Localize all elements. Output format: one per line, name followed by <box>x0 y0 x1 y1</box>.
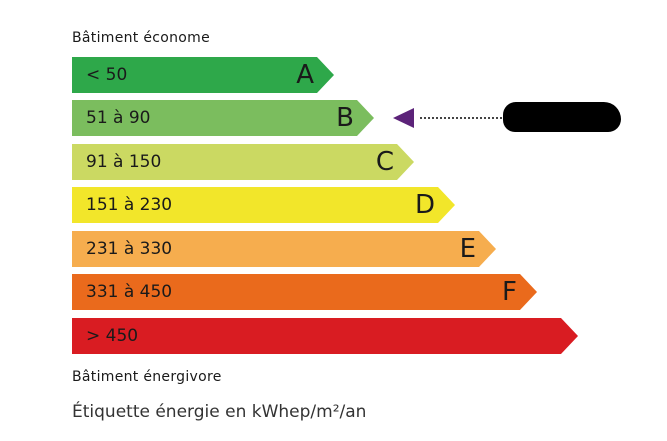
redacted-value <box>503 102 621 132</box>
rating-marker-arrow-icon <box>393 108 414 128</box>
class-letter: C <box>375 147 394 177</box>
marker-dotted-line <box>420 117 502 119</box>
energy-class-f: 331 à 450 F <box>72 274 537 310</box>
class-letter: D <box>414 190 435 220</box>
energy-class-b: 51 à 90 B <box>72 100 374 136</box>
class-letter: A <box>296 60 314 90</box>
energy-class-d: 151 à 230 D <box>72 187 455 223</box>
class-range: 151 à 230 <box>86 195 173 215</box>
class-range: 331 à 450 <box>86 282 173 302</box>
class-letter: E <box>459 234 476 264</box>
label-caption: Étiquette énergie en kWhep/m²/an <box>72 402 367 422</box>
energy-class-g: > 450G <box>72 318 578 354</box>
class-range: < 50 <box>86 65 128 85</box>
header-econome: Bâtiment économe <box>72 30 210 46</box>
class-range: 91 à 150 <box>86 152 162 172</box>
energy-class-a: < 50 A <box>72 57 334 93</box>
class-letter: F <box>502 277 517 307</box>
class-range: > 450 <box>86 326 139 346</box>
header-energivore: Bâtiment énergivore <box>72 369 222 385</box>
class-letter: B <box>336 103 354 133</box>
energy-class-c: 91 à 150 C <box>72 144 414 180</box>
class-range: 231 à 330 <box>86 239 173 259</box>
class-range: 51 à 90 <box>86 108 151 128</box>
energy-class-e: 231 à 330 E <box>72 231 496 267</box>
